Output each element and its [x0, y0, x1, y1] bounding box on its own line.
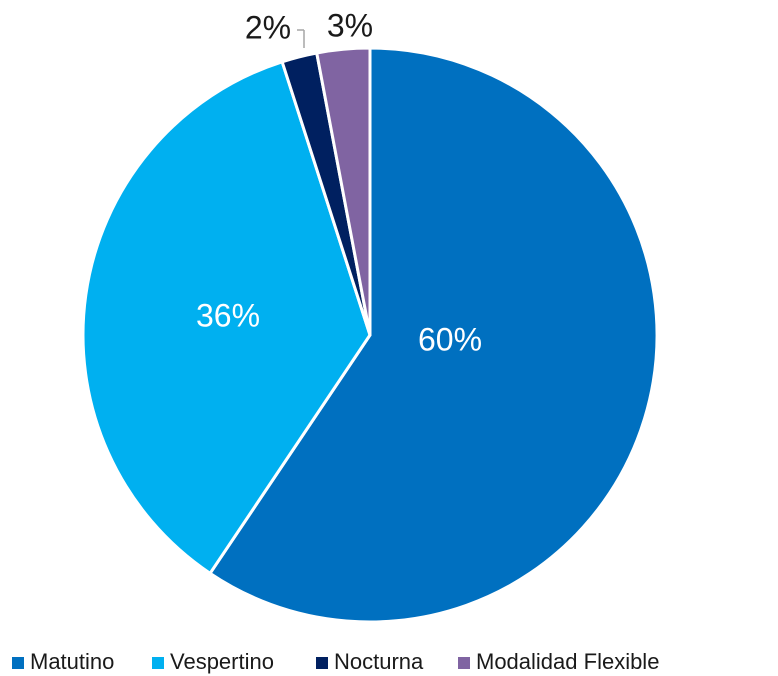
- data-label: 36%: [196, 297, 260, 333]
- legend-label: Modalidad Flexible: [476, 649, 659, 674]
- legend-label: Nocturna: [334, 649, 424, 674]
- legend-label: Vespertino: [170, 649, 274, 674]
- legend-swatch: [152, 657, 164, 669]
- pie-slice: [81, 60, 372, 575]
- data-label: 3%: [327, 7, 373, 43]
- legend-label: Matutino: [30, 649, 114, 674]
- pie-slice: [208, 46, 659, 624]
- pie-slice: [315, 46, 372, 337]
- data-label: 60%: [418, 321, 482, 357]
- legend-swatch: [316, 657, 328, 669]
- legend-swatch: [12, 657, 24, 669]
- data-label: 2%: [245, 9, 291, 45]
- legend-swatch: [458, 657, 470, 669]
